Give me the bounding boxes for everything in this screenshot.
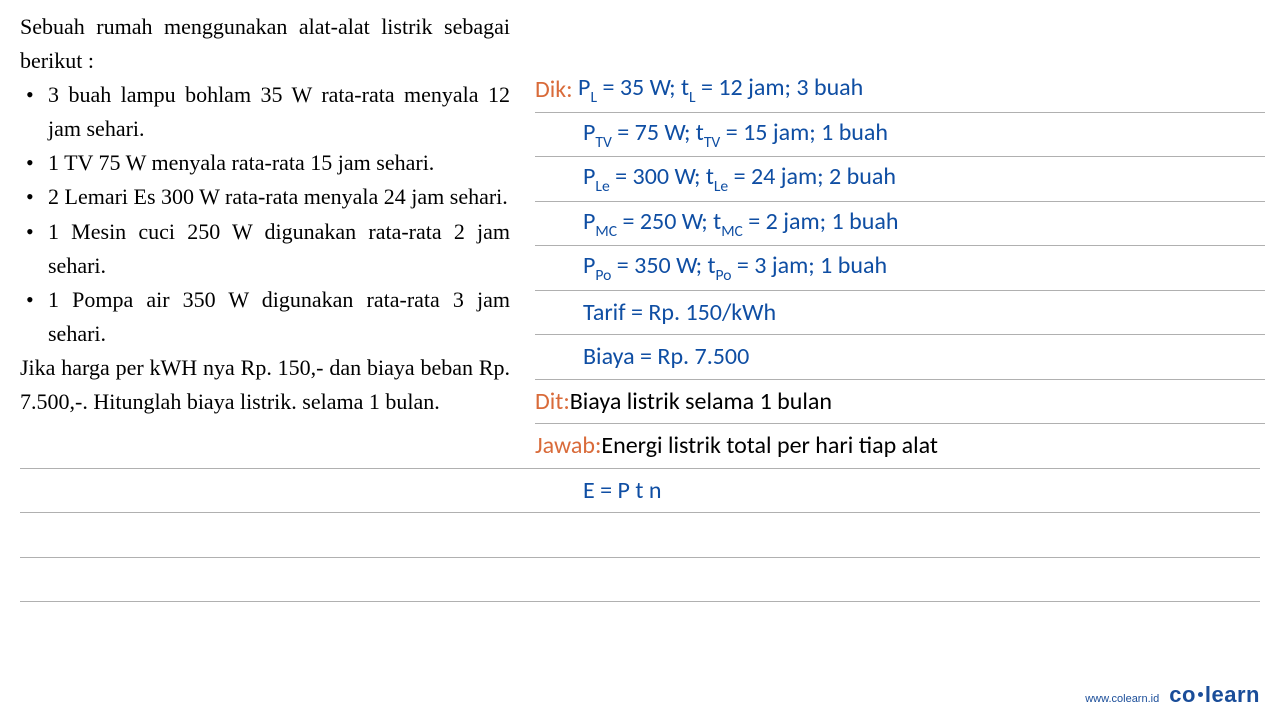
intro-text: Sebuah rumah menggunakan alat-alat listr… bbox=[20, 10, 510, 78]
formula-line: E = P t n bbox=[583, 476, 661, 505]
solution-row: PMC = 250 W; tMC = 2 jam; 1 buah bbox=[535, 202, 1265, 247]
solution-panel: Dik: PL = 35 W; tL = 12 jam; 3 buah PTV … bbox=[510, 10, 1265, 602]
list-item: 3 buah lampu bohlam 35 W rata-rata menya… bbox=[20, 78, 510, 146]
solution-row: Dit: Biaya listrik selama 1 bulan bbox=[535, 380, 1265, 425]
jawab-text: Energi listrik total per hari tiap alat bbox=[601, 431, 938, 460]
list-item: 1 TV 75 W menyala rata-rata 15 jam sehar… bbox=[20, 146, 510, 180]
list-item: 1 Pompa air 350 W digunakan rata-rata 3 … bbox=[20, 283, 510, 351]
jawab-label: Jawab: bbox=[535, 431, 601, 460]
solution-row: Jawab: Energi listrik total per hari tia… bbox=[20, 424, 1260, 469]
solution-row: PTV = 75 W; tTV = 15 jam; 1 buah bbox=[535, 113, 1265, 158]
dit-text: Biaya listrik selama 1 bulan bbox=[570, 387, 832, 416]
solution-row bbox=[20, 513, 1260, 558]
solution-row bbox=[20, 558, 1260, 603]
dik-line: PMC = 250 W; tMC = 2 jam; 1 buah bbox=[583, 207, 898, 240]
tarif-line: Tarif = Rp. 150/kWh bbox=[583, 298, 776, 327]
brand-logo: colearn bbox=[1169, 682, 1260, 708]
dik-line: PL = 35 W; tL = 12 jam; 3 buah bbox=[573, 73, 864, 106]
dik-label: Dik: bbox=[535, 75, 573, 104]
solution-row: Tarif = Rp. 150/kWh bbox=[535, 291, 1265, 336]
solution-row: PPo = 350 W; tPo = 3 jam; 1 buah bbox=[535, 246, 1265, 291]
bullet-list: 3 buah lampu bohlam 35 W rata-rata menya… bbox=[20, 78, 510, 351]
dik-line: PPo = 350 W; tPo = 3 jam; 1 buah bbox=[583, 251, 887, 284]
list-item: 1 Mesin cuci 250 W digunakan rata-rata 2… bbox=[20, 215, 510, 283]
biaya-line: Biaya = Rp. 7.500 bbox=[583, 342, 749, 371]
footer: www.colearn.id colearn bbox=[1085, 682, 1260, 708]
solution-row: E = P t n bbox=[20, 469, 1260, 514]
footer-url: www.colearn.id bbox=[1085, 693, 1159, 705]
dit-label: Dit: bbox=[535, 387, 570, 416]
solution-row: Biaya = Rp. 7.500 bbox=[535, 335, 1265, 380]
list-item: 2 Lemari Es 300 W rata-rata menyala 24 j… bbox=[20, 180, 510, 214]
solution-row: Dik: PL = 35 W; tL = 12 jam; 3 buah bbox=[535, 68, 1265, 113]
solution-row: PLe = 300 W; tLe = 24 jam; 2 buah bbox=[535, 157, 1265, 202]
closing-text: Jika harga per kWH nya Rp. 150,- dan bia… bbox=[20, 351, 510, 419]
dik-line: PTV = 75 W; tTV = 15 jam; 1 buah bbox=[583, 118, 888, 151]
dik-line: PLe = 300 W; tLe = 24 jam; 2 buah bbox=[583, 162, 896, 195]
